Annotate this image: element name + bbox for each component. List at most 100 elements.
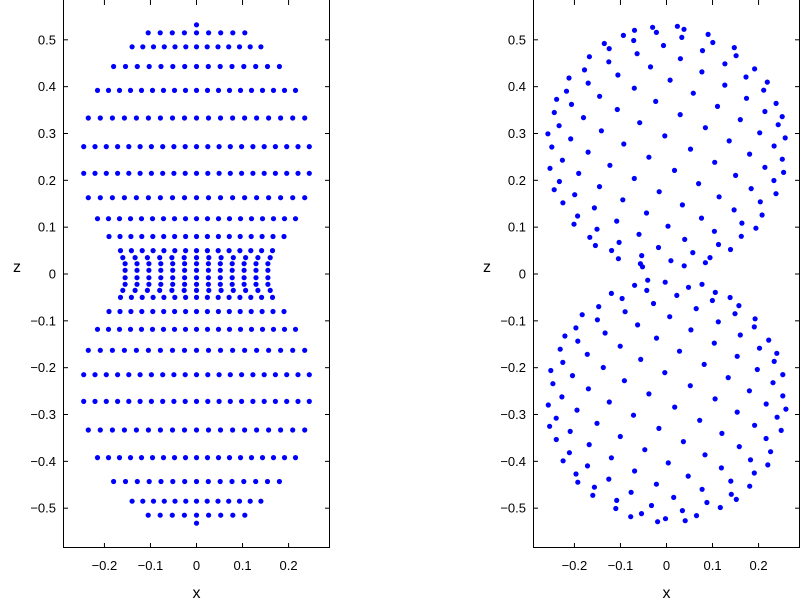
scatter-point — [550, 381, 556, 387]
scatter-point — [229, 261, 235, 267]
scatter-point — [133, 115, 139, 121]
scatter-point — [139, 308, 145, 315]
scatter-point — [215, 294, 221, 300]
scatter-point — [573, 471, 579, 477]
scatter-point — [764, 79, 770, 85]
scatter-point — [205, 261, 211, 267]
scatter-point — [553, 415, 559, 421]
scatter-point — [150, 248, 156, 254]
scatter-point — [778, 427, 784, 433]
scatter-point — [281, 216, 288, 222]
scatter-point — [134, 267, 140, 273]
scatter-point — [639, 264, 646, 270]
scatter-point — [182, 372, 188, 378]
scatter-point — [243, 287, 249, 293]
scatter-point — [709, 297, 716, 304]
scatter-point — [306, 144, 312, 150]
scatter-point — [158, 478, 164, 485]
scatter-point — [216, 398, 222, 404]
scatter-point — [622, 309, 628, 315]
scatter-point — [171, 398, 177, 404]
scatter-point — [771, 358, 777, 364]
scatter-point — [145, 427, 151, 433]
scatter-point — [237, 308, 243, 315]
scatter-point — [117, 248, 124, 254]
scatter-point — [149, 326, 156, 332]
scatter-point — [557, 346, 563, 352]
scatter-point — [237, 233, 243, 240]
scatter-point — [215, 87, 222, 93]
scatter-point — [171, 216, 178, 222]
scatter-point — [230, 115, 236, 121]
scatter-point — [781, 169, 787, 175]
left-scatter-plot: −0.2 −0.1 0 0.1 0.2 −0.5 −0.4 −0.3 −0.2 −0.1 0 0.1 0… — [13, 0, 330, 602]
scatter-point — [656, 189, 662, 195]
scatter-point — [149, 216, 156, 222]
scatter-point — [226, 308, 232, 315]
scatter-point — [712, 289, 718, 295]
scatter-point — [193, 287, 200, 293]
scatter-point — [250, 144, 256, 150]
scatter-point — [693, 513, 700, 519]
scatter-point — [160, 87, 167, 93]
scatter-point — [265, 261, 271, 267]
scatter-point — [690, 250, 696, 256]
scatter-point — [264, 63, 271, 70]
scatter-point — [116, 216, 123, 222]
scatter-point — [568, 136, 574, 142]
scatter-point — [193, 255, 200, 261]
scatter-point — [92, 170, 98, 176]
scatter-point — [630, 412, 637, 418]
scatter-point — [715, 319, 721, 325]
scatter-point — [763, 401, 769, 407]
scatter-point — [634, 51, 640, 57]
scatter-point — [160, 326, 167, 332]
scatter-point — [237, 326, 244, 332]
scatter-point — [193, 144, 200, 150]
scatter-point — [621, 141, 627, 147]
scatter-point — [265, 267, 271, 273]
scatter-point — [204, 294, 210, 300]
scatter-point — [259, 87, 266, 93]
scatter-point — [580, 115, 587, 121]
scatter-point — [614, 218, 620, 224]
scatter-point — [206, 30, 212, 36]
scatter-point — [169, 115, 176, 121]
left-y-tick-label: 0 — [49, 267, 56, 282]
scatter-point — [116, 87, 123, 93]
scatter-point — [229, 478, 235, 485]
scatter-point — [254, 195, 260, 201]
scatter-point — [247, 44, 253, 50]
scatter-point — [743, 74, 749, 80]
scatter-point — [554, 96, 560, 102]
scatter-point — [281, 308, 287, 315]
scatter-point — [253, 261, 259, 267]
scatter-point — [682, 518, 688, 524]
scatter-point — [560, 359, 566, 365]
scatter-point — [121, 115, 127, 121]
scatter-point — [206, 287, 212, 293]
scatter-point — [181, 115, 188, 121]
scatter-point — [606, 476, 612, 482]
scatter-point — [254, 427, 260, 433]
scatter-point — [126, 372, 132, 378]
scatter-point — [126, 144, 132, 150]
scatter-point — [85, 115, 91, 121]
scatter-point — [660, 42, 667, 49]
scatter-point — [306, 170, 312, 176]
scatter-point — [193, 30, 200, 36]
scatter-point — [748, 186, 754, 192]
scatter-point — [717, 504, 723, 511]
scatter-point — [258, 44, 264, 50]
scatter-point — [227, 144, 233, 150]
scatter-point — [248, 216, 255, 222]
scatter-point — [727, 294, 733, 301]
scatter-point — [216, 170, 222, 176]
left-y-tick-label: 0.1 — [38, 220, 56, 235]
scatter-point — [728, 491, 734, 497]
scatter-point — [241, 281, 247, 287]
scatter-point — [137, 170, 143, 176]
scatter-point — [250, 398, 256, 404]
scatter-point — [144, 287, 150, 293]
scatter-point — [573, 325, 579, 331]
